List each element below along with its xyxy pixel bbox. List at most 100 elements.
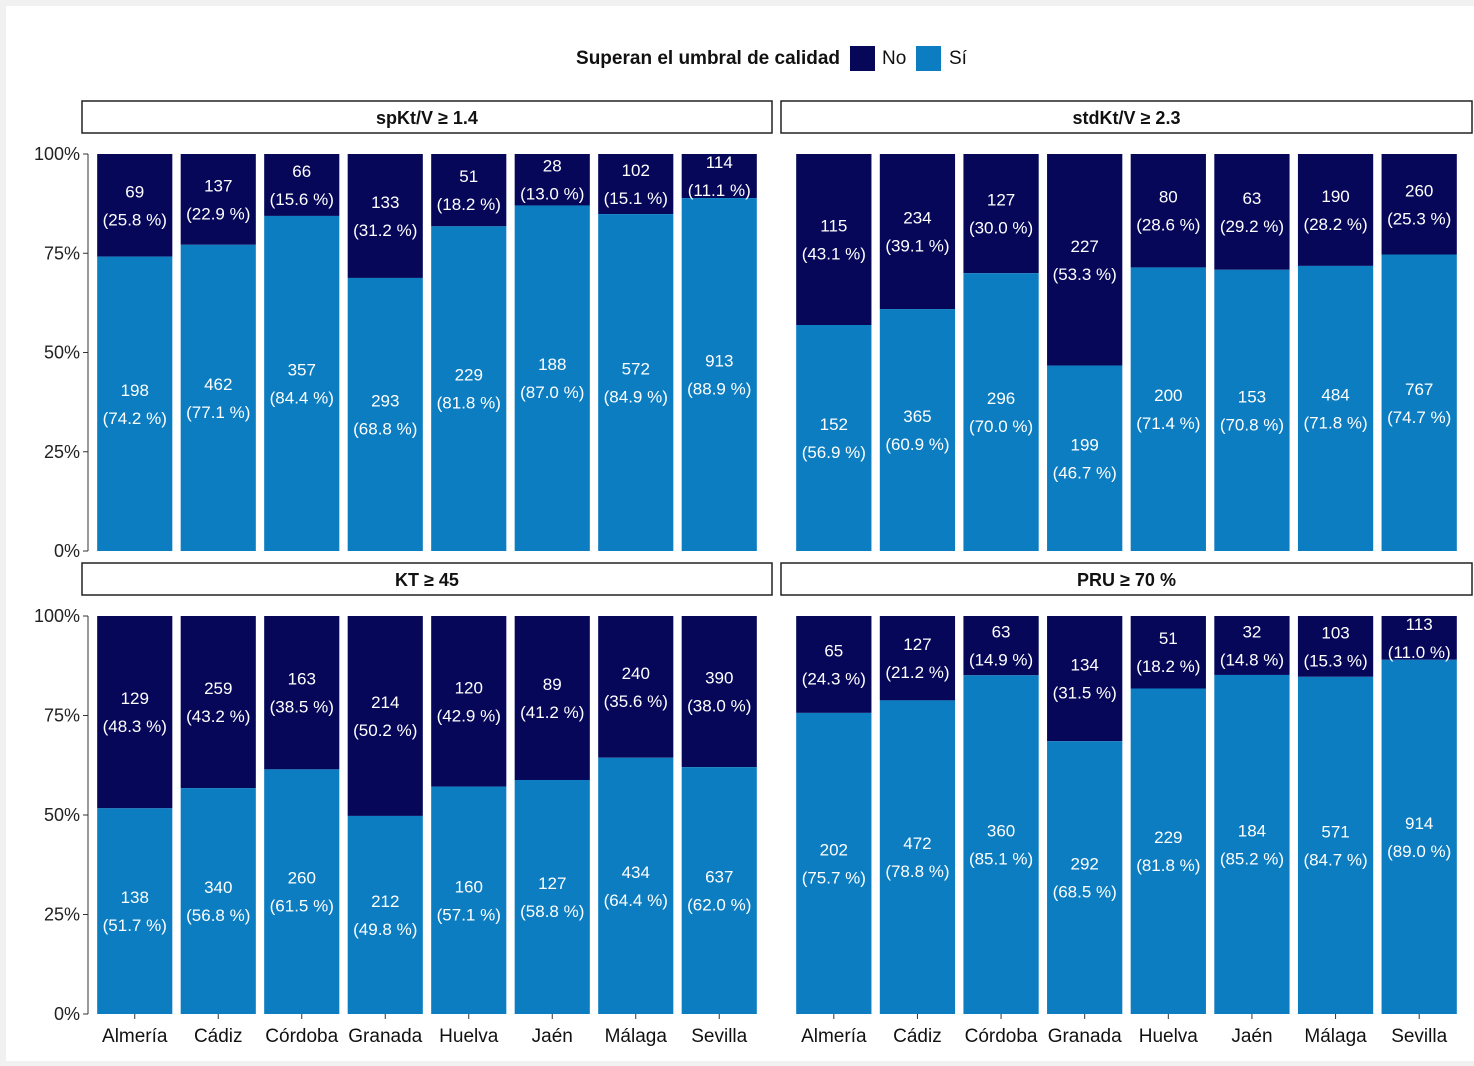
- data-label-no-pct: (35.6 %): [604, 692, 668, 711]
- facet-strip: [81, 100, 773, 134]
- data-label-no-pct: (14.9 %): [969, 651, 1033, 670]
- data-label-si-count: 188: [538, 355, 566, 374]
- data-label-no-pct: (31.2 %): [353, 221, 417, 240]
- x-tick-label: Córdoba: [265, 1026, 338, 1047]
- data-label-si-count: 357: [288, 360, 316, 379]
- data-label-si-count: 153: [1238, 387, 1266, 406]
- data-label-si-count: 637: [705, 868, 733, 887]
- bar-segment-si: [1381, 659, 1457, 1014]
- data-label-no-pct: (11.0 %): [1388, 643, 1451, 662]
- bar-stack-granada: 134 (31.5 %) 292 (68.5 %): [1047, 616, 1123, 1014]
- data-label-no-count: 134: [1071, 656, 1099, 675]
- x-tick-label: Jaén: [532, 1026, 573, 1047]
- bar-stack-granada: 227 (53.3 %) 199 (46.7 %): [1047, 154, 1123, 551]
- legend: Superan el umbral de calidad No Sí: [576, 46, 968, 71]
- data-label-no-count: 63: [992, 623, 1011, 642]
- y-tick-label: 75%: [44, 706, 80, 726]
- bar-segment-no: [1214, 616, 1290, 675]
- bar-segment-no: [1297, 154, 1374, 266]
- bar-segment-no: [431, 616, 507, 787]
- data-label-no-count: 163: [288, 670, 316, 689]
- data-label-si-pct: (70.8 %): [1220, 415, 1284, 434]
- data-label-si-count: 138: [121, 888, 149, 907]
- data-label-si-pct: (49.8 %): [353, 920, 417, 939]
- facet-title: PRU ≥ 70 %: [1077, 570, 1176, 590]
- x-tick-label: Almería: [102, 1026, 168, 1047]
- data-label-si-pct: (51.7 %): [103, 916, 167, 935]
- data-label-no-pct: (29.2 %): [1220, 217, 1284, 236]
- bar-segment-no: [514, 616, 590, 780]
- bar-segment-no: [1214, 154, 1290, 270]
- data-label-no-pct: (13.0 %): [520, 185, 584, 204]
- data-label-no-pct: (43.1 %): [802, 244, 866, 263]
- data-label-si-pct: (75.7 %): [802, 868, 866, 887]
- bar-segment-no: [1047, 616, 1123, 742]
- data-label-si-count: 229: [1154, 828, 1182, 847]
- bar-segment-no: [1381, 616, 1457, 660]
- bar-stack-huelva: 120 (42.9 %) 160 (57.1 %): [431, 616, 507, 1014]
- bar-stack-almería: 65 (24.3 %) 202 (75.7 %): [796, 616, 872, 1014]
- bar-stack-córdoba: 163 (38.5 %) 260 (61.5 %): [264, 616, 340, 1014]
- bar-segment-si: [963, 273, 1039, 551]
- bar-segment-si: [879, 700, 956, 1014]
- facet-strip: [81, 562, 773, 596]
- data-label-si-pct: (74.2 %): [103, 409, 167, 428]
- data-label-no-pct: (15.1 %): [604, 189, 668, 208]
- bar-segment-no: [264, 154, 340, 216]
- bar-stack-cádiz: 127 (21.2 %) 472 (78.8 %): [879, 616, 956, 1014]
- data-label-no-count: 234: [903, 209, 931, 228]
- bar-segment-si: [514, 205, 590, 552]
- facet-panel-pru-70: PRU ≥ 70 % 65 (24.3 %) 202 (75.7 %) Almería 12…: [780, 562, 1473, 1047]
- bar-segment-no: [598, 616, 674, 758]
- data-label-si-pct: (88.9 %): [687, 380, 751, 399]
- y-tick-label: 100%: [34, 144, 80, 164]
- bar-segment-si: [681, 198, 757, 551]
- bar-segment-si: [97, 808, 173, 1014]
- data-label-si-count: 360: [987, 822, 1015, 841]
- x-tick-label: Almería: [801, 1026, 867, 1047]
- data-label-si-count: 127: [538, 874, 566, 893]
- bar-segment-si: [431, 786, 507, 1014]
- bar-segment-no: [796, 154, 872, 325]
- bar-segment-si: [264, 769, 340, 1014]
- bar-stack-córdoba: 66 (15.6 %) 357 (84.4 %): [264, 154, 340, 551]
- bar-stack-huelva: 51 (18.2 %) 229 (81.8 %): [431, 154, 507, 551]
- bar-segment-no: [97, 616, 173, 809]
- data-label-no-count: 28: [543, 157, 562, 176]
- y-tick-label: 25%: [44, 442, 80, 462]
- bar-segment-si: [1130, 267, 1206, 551]
- bar-stack-málaga: 240 (35.6 %) 434 (64.4 %): [598, 616, 674, 1014]
- y-tick-label: 50%: [44, 805, 80, 825]
- bar-segment-si: [598, 214, 674, 551]
- data-label-no-count: 114: [706, 153, 733, 172]
- data-label-no-count: 240: [622, 664, 650, 683]
- data-label-no-pct: (43.2 %): [186, 707, 250, 726]
- data-label-no-pct: (25.8 %): [103, 210, 167, 229]
- y-tick-label: 50%: [44, 343, 80, 363]
- bar-segment-no: [796, 616, 872, 713]
- bar-segment-no: [598, 154, 674, 215]
- bar-stack-huelva: 51 (18.2 %) 229 (81.8 %): [1130, 616, 1206, 1014]
- bar-segment-si: [1214, 674, 1290, 1014]
- bar-segment-si: [1297, 265, 1374, 551]
- data-label-si-pct: (62.0 %): [687, 896, 751, 915]
- data-label-si-count: 296: [987, 389, 1015, 408]
- bar-stack-sevilla: 114 (11.1 %) 913 (88.9 %): [681, 153, 757, 551]
- data-label-si-pct: (68.8 %): [353, 419, 417, 438]
- bar-segment-si: [180, 788, 256, 1014]
- bar-segment-no: [1130, 616, 1206, 689]
- data-label-si-count: 571: [1321, 822, 1349, 841]
- data-label-si-count: 229: [455, 366, 483, 385]
- data-label-no-count: 80: [1159, 188, 1178, 207]
- bar-segment-no: [1130, 154, 1206, 268]
- data-label-si-count: 260: [288, 869, 316, 888]
- x-tick-label: Sevilla: [1391, 1026, 1447, 1047]
- data-label-no-count: 120: [455, 678, 483, 697]
- data-label-no-count: 190: [1321, 187, 1349, 206]
- bar-stack-málaga: 103 (15.3 %) 571 (84.7 %): [1297, 616, 1374, 1014]
- bar-segment-si: [347, 815, 423, 1014]
- bar-segment-no: [264, 616, 340, 770]
- data-label-si-pct: (84.7 %): [1303, 850, 1367, 869]
- x-tick-label: Granada: [1048, 1026, 1122, 1047]
- y-tick-label: 100%: [34, 606, 80, 626]
